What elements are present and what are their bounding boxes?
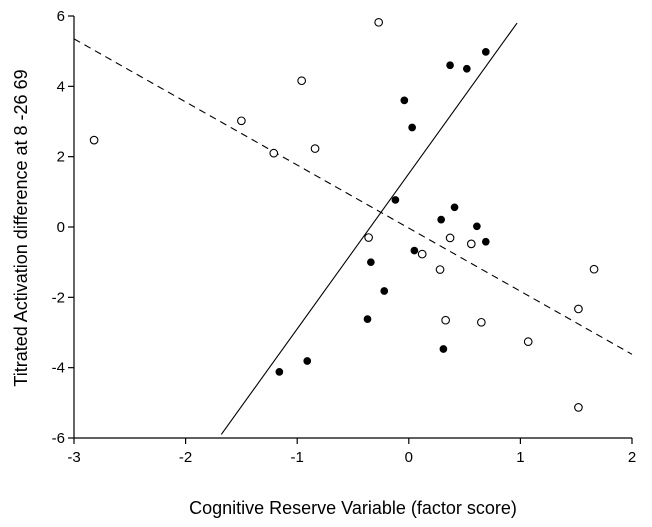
open-data-point [574, 304, 583, 314]
filled-data-point [439, 345, 448, 353]
filled-data-point [363, 315, 372, 323]
filled-data-point [450, 203, 459, 212]
open-data-point [297, 76, 307, 86]
open-data-point [269, 148, 279, 158]
filled-data-point [391, 196, 400, 204]
y-axis-title: Titrated Activation difference at 8 -26 … [11, 69, 31, 386]
axes: -3 -2 -1 0 1 2 -6 -4 -2 0 2 4 6 [52, 8, 637, 466]
filled-data-point [410, 246, 419, 255]
filled-data-point [380, 287, 389, 295]
filled-data-point [275, 368, 284, 376]
filled-data-point [408, 123, 416, 132]
y-tick-label: 2 [57, 149, 65, 166]
y-tick-label: -2 [52, 289, 65, 306]
open-data-point [441, 315, 450, 325]
open-data-point [466, 239, 476, 249]
open-data-point [417, 249, 427, 259]
filled-data-point [473, 222, 481, 231]
plot-area [73, 17, 633, 435]
dashed-fit-line [73, 38, 633, 355]
filled-data-point [481, 48, 490, 56]
open-data-point [374, 17, 384, 27]
x-tick-label: 0 [405, 449, 413, 466]
open-data-point [364, 233, 373, 242]
open-data-point [476, 317, 486, 327]
open-data-point [574, 403, 583, 412]
open-data-point [523, 337, 533, 346]
solid-fit-line [220, 22, 518, 435]
x-axis-title: Cognitive Reserve Variable (factor score… [189, 498, 517, 518]
filled-data-point [303, 357, 312, 365]
x-tick-label: -3 [67, 449, 80, 466]
y-tick-label: 6 [57, 8, 65, 25]
filled-data-point [367, 258, 375, 267]
y-tick-label: -6 [52, 430, 65, 447]
filled-data-point [481, 237, 490, 246]
open-data-point [435, 265, 445, 274]
open-data-point [237, 116, 246, 126]
open-data-point [445, 233, 455, 243]
open-data-point [310, 144, 320, 153]
x-tick-label: 2 [628, 449, 636, 466]
x-tick-label: 1 [516, 449, 524, 466]
y-tick-label: 0 [57, 219, 65, 236]
filled-data-point [462, 64, 471, 73]
y-tick-label: 4 [57, 78, 65, 95]
open-data-point [589, 264, 599, 274]
x-tick-label: -2 [179, 449, 192, 466]
filled-data-point [446, 61, 454, 70]
open-data-point [89, 135, 99, 145]
filled-data-point [400, 96, 409, 105]
filled-data-point [437, 215, 446, 224]
x-tick-label: -1 [291, 449, 304, 466]
y-tick-label: -4 [52, 360, 65, 377]
